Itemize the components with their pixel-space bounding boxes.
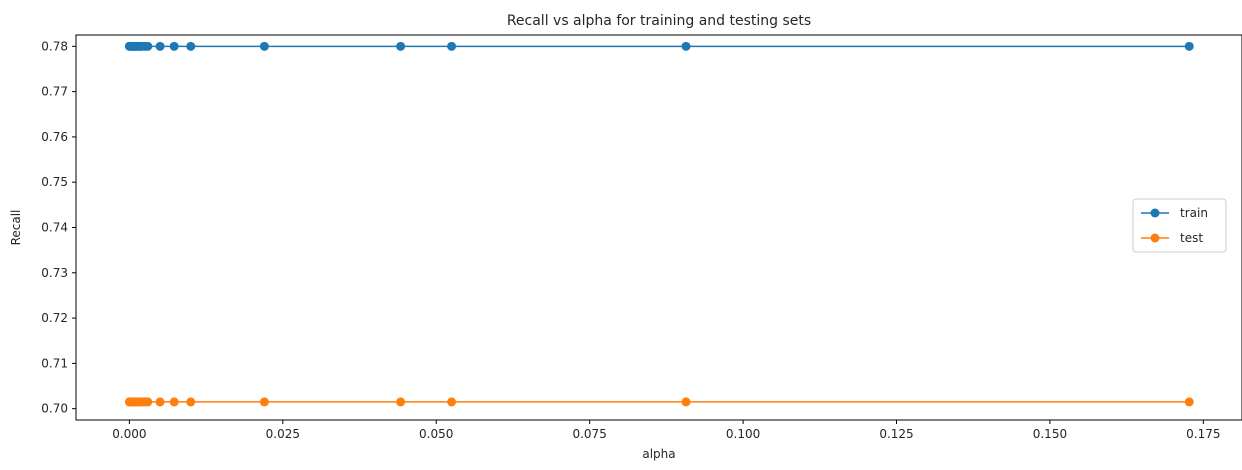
- data-point-train: [169, 41, 179, 51]
- y-tick-label: 0.76: [41, 130, 68, 144]
- x-axis: 0.000 0.025 0.050 0.075 0.100 0.125 0.150 0.175: [112, 420, 1221, 441]
- plot-area: [76, 35, 1242, 420]
- y-tick-label: 0.74: [41, 221, 68, 235]
- data-point-train: [143, 41, 153, 51]
- y-tick-label: 0.70: [41, 402, 68, 416]
- y-axis-label: Recall: [9, 210, 23, 246]
- data-point-train: [1184, 41, 1194, 51]
- x-tick-label: 0.050: [419, 427, 453, 441]
- legend-label-train: train: [1180, 206, 1208, 220]
- legend-marker-train: [1150, 208, 1160, 218]
- legend-marker-test: [1150, 233, 1160, 243]
- data-point-train: [259, 41, 269, 51]
- data-point-test: [259, 397, 269, 407]
- x-tick-label: 0.075: [572, 427, 606, 441]
- y-tick-label: 0.75: [41, 175, 68, 189]
- y-tick-label: 0.71: [41, 356, 68, 370]
- x-tick-label: 0.175: [1186, 427, 1220, 441]
- y-tick-label: 0.78: [41, 39, 68, 53]
- data-point-test: [681, 397, 691, 407]
- data-point-test: [155, 397, 165, 407]
- data-point-test: [1184, 397, 1194, 407]
- data-point-train: [396, 41, 406, 51]
- legend: train test: [1132, 198, 1227, 253]
- data-point-train: [155, 41, 165, 51]
- data-point-test: [186, 397, 196, 407]
- y-axis: 0.70 0.71 0.72 0.73 0.74 0.75 0.76 0.77 0.78: [41, 39, 76, 416]
- x-tick-label: 0.100: [726, 427, 760, 441]
- x-tick-label: 0.025: [266, 427, 300, 441]
- data-point-train: [681, 41, 691, 51]
- data-point-test: [143, 397, 153, 407]
- data-point-test: [447, 397, 457, 407]
- data-point-train: [447, 41, 457, 51]
- x-tick-label: 0.000: [112, 427, 146, 441]
- legend-label-test: test: [1180, 231, 1203, 245]
- x-axis-label: alpha: [642, 447, 675, 461]
- data-point-train: [186, 41, 196, 51]
- plot-frame: [75, 34, 1242, 421]
- y-tick-label: 0.73: [41, 266, 68, 280]
- series-layer: [124, 41, 1194, 407]
- y-tick-label: 0.72: [41, 311, 68, 325]
- x-tick-label: 0.125: [879, 427, 913, 441]
- chart-title: Recall vs alpha for training and testing…: [507, 13, 811, 29]
- y-tick-label: 0.77: [41, 85, 68, 99]
- x-tick-label: 0.150: [1033, 427, 1067, 441]
- data-point-test: [169, 397, 179, 407]
- data-point-test: [396, 397, 406, 407]
